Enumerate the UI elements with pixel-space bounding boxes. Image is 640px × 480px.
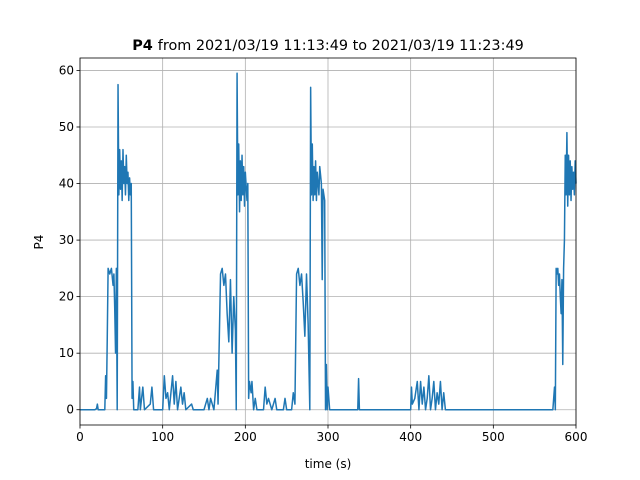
y-tick-label: 40 (59, 177, 74, 191)
data-line (80, 72, 577, 411)
x-tick-label: 400 (399, 430, 422, 444)
y-tick-label: 50 (59, 120, 74, 134)
x-tick-label: 600 (565, 430, 588, 444)
chart-title: P4 from 2021/03/19 11:13:49 to 2021/03/19… (132, 38, 524, 54)
x-tick-label: 300 (317, 430, 340, 444)
x-tick-label: 100 (151, 430, 174, 444)
title-name: P4 (132, 38, 153, 54)
title-text: from 2021/03/19 11:13:49 to 2021/03/19 1… (158, 38, 524, 54)
y-axis-label: P4 (32, 235, 46, 250)
y-tick-label: 30 (59, 233, 74, 247)
y-tick-label: 0 (66, 403, 74, 417)
plot-frame (79, 57, 577, 426)
x-tick-label: 0 (76, 430, 84, 444)
y-tick-label: 20 (59, 290, 74, 304)
x-axis-label: time (s) (305, 457, 352, 471)
x-tick-label: 500 (482, 430, 505, 444)
y-tick-label: 10 (59, 346, 74, 360)
x-tick-label: 200 (234, 430, 257, 444)
y-tick-label: 60 (59, 63, 74, 77)
